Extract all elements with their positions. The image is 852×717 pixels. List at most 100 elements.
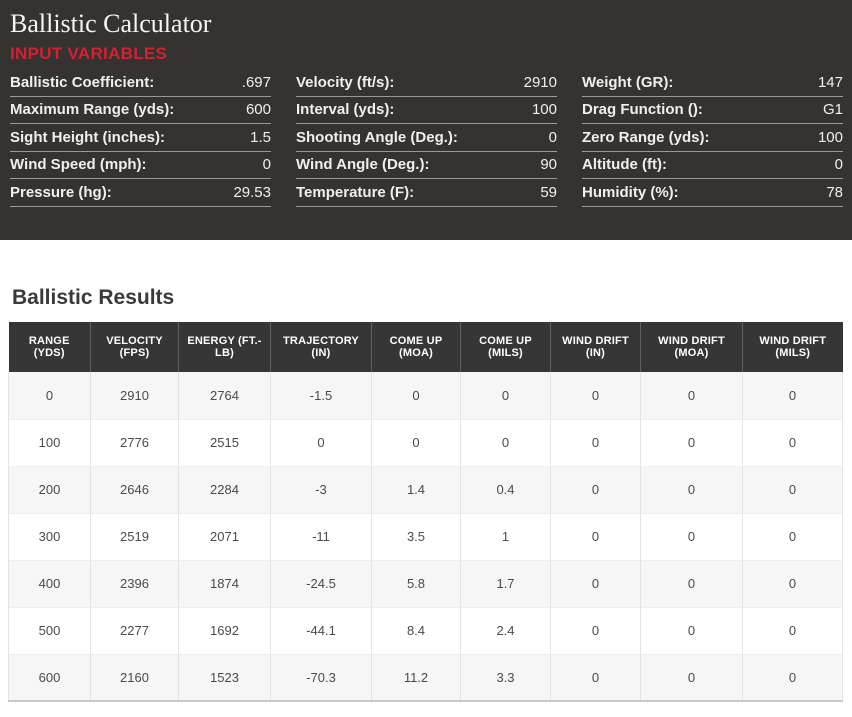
table-cell: 0 (640, 607, 743, 655)
table-cell: 0 (640, 466, 743, 514)
input-row-temperature-f: Temperature (F): 59 (296, 179, 557, 207)
table-cell: -1.5 (270, 372, 372, 420)
table-cell: -44.1 (270, 607, 372, 655)
column-header-wind-drift-moa: WIND DRIFT (MOA) (640, 322, 743, 372)
input-label-interval-yds: Interval (yds): (296, 101, 395, 119)
input-label-ballistic-coefficient: Ballistic Coefficient: (10, 73, 155, 91)
input-label-humidity: Humidity (%): (582, 183, 679, 201)
table-cell: 0 (742, 419, 843, 467)
table-row-range-100: 100 2776 2515 0 0 0 0 0 0 (8, 419, 843, 467)
input-value-wind-angle-deg[interactable]: 90 (540, 156, 557, 174)
table-cell: 1523 (178, 654, 271, 702)
column-header-come-up-mils: COME UP (MILS) (460, 322, 551, 372)
table-cell: 2396 (90, 560, 179, 608)
table-cell: 0 (550, 607, 641, 655)
table-cell: 0 (640, 654, 743, 702)
table-cell: 0 (742, 513, 843, 561)
table-cell: 1 (460, 513, 551, 561)
table-cell: 0 (742, 372, 843, 420)
input-label-drag-function: Drag Function (): (582, 101, 703, 119)
input-row-wind-speed-mph: Wind Speed (mph): 0 (10, 152, 271, 179)
table-cell: 0 (550, 372, 641, 420)
table-cell: 0 (550, 419, 641, 467)
input-label-temperature-f: Temperature (F): (296, 183, 415, 201)
table-cell: 0 (550, 654, 641, 702)
table-cell: 0 (640, 513, 743, 561)
page-title: Ballistic Calculator (10, 9, 212, 38)
ballistic-results-heading: Ballistic Results (12, 286, 175, 309)
table-cell: 2.4 (460, 607, 551, 655)
input-row-altitude-ft: Altitude (ft): 0 (582, 152, 843, 179)
input-label-maximum-range-yds: Maximum Range (yds): (10, 101, 175, 119)
input-value-interval-yds[interactable]: 100 (531, 101, 557, 119)
input-value-weight-gr[interactable]: 147 (817, 73, 843, 91)
input-row-shooting-angle-deg: Shooting Angle (Deg.): 0 (296, 124, 557, 152)
input-row-ballistic-coefficient: Ballistic Coefficient: .697 (10, 69, 271, 97)
input-value-humidity[interactable]: 78 (826, 183, 843, 201)
input-value-temperature-f[interactable]: 59 (540, 183, 557, 201)
table-cell: 2160 (90, 654, 179, 702)
column-header-energy-ft-lb: ENERGY (FT.-LB) (178, 322, 271, 372)
table-cell: 2646 (90, 466, 179, 514)
column-header-range-yds: RANGE (YDS) (8, 322, 91, 372)
input-row-maximum-range-yds: Maximum Range (yds): 600 (10, 97, 271, 124)
input-label-zero-range-yds: Zero Range (yds): (582, 128, 710, 146)
input-value-wind-speed-mph[interactable]: 0 (262, 156, 271, 174)
table-cell: 3.5 (371, 513, 461, 561)
header-row: RANGE (YDS) VELOCITY (FPS) ENERGY (FT.-LB)… (8, 322, 843, 372)
results-table-body: 0 2910 2764 -1.5 0 0 0 0 0 100 2776 2515 0 0 0 0 0 0 200 26… (8, 372, 843, 702)
column-header-wind-drift-in: WIND DRIFT (IN) (550, 322, 641, 372)
table-cell: 0 (640, 560, 743, 608)
input-value-shooting-angle-deg[interactable]: 0 (548, 128, 557, 146)
table-cell: 0.4 (460, 466, 551, 514)
input-label-shooting-angle-deg: Shooting Angle (Deg.): (296, 128, 458, 146)
input-value-altitude-ft[interactable]: 0 (834, 156, 843, 174)
table-cell: 2776 (90, 419, 179, 467)
table-cell: 200 (8, 466, 91, 514)
input-row-humidity: Humidity (%): 78 (582, 179, 843, 207)
table-cell: 0 (742, 654, 843, 702)
table-cell: 8.4 (371, 607, 461, 655)
input-value-pressure-hg[interactable]: 29.53 (233, 183, 271, 201)
table-cell: 0 (640, 419, 743, 467)
table-cell: 0 (371, 372, 461, 420)
table-cell: 0 (550, 513, 641, 561)
table-cell: 1692 (178, 607, 271, 655)
table-row-range-200: 200 2646 2284 -3 1.4 0.4 0 0 0 (8, 466, 843, 514)
input-value-velocity-ft-s[interactable]: 2910 (523, 73, 557, 91)
input-label-sight-height-inches: Sight Height (inches): (10, 128, 165, 146)
table-cell: 5.8 (371, 560, 461, 608)
table-cell: -24.5 (270, 560, 372, 608)
table-cell: 400 (8, 560, 91, 608)
table-cell: 0 (742, 466, 843, 514)
table-cell: -11 (270, 513, 372, 561)
table-cell: -3 (270, 466, 372, 514)
table-cell: 0 (460, 372, 551, 420)
input-row-pressure-hg: Pressure (hg): 29.53 (10, 179, 271, 207)
table-cell: 2910 (90, 372, 179, 420)
table-cell: 100 (8, 419, 91, 467)
input-value-ballistic-coefficient[interactable]: .697 (241, 73, 271, 91)
table-row-range-600: 600 2160 1523 -70.3 11.2 3.3 0 0 0 (8, 654, 843, 702)
input-value-zero-range-yds[interactable]: 100 (817, 128, 843, 146)
table-cell: 2519 (90, 513, 179, 561)
table-cell: 300 (8, 513, 91, 561)
input-value-maximum-range-yds[interactable]: 600 (245, 101, 271, 119)
input-row-zero-range-yds: Zero Range (yds): 100 (582, 124, 843, 152)
input-value-drag-function[interactable]: G1 (822, 101, 843, 119)
input-row-wind-angle-deg: Wind Angle (Deg.): 90 (296, 152, 557, 179)
results-table-head: RANGE (YDS) VELOCITY (FPS) ENERGY (FT.-LB)… (8, 322, 843, 372)
column-header-wind-drift-mils: WIND DRIFT (MILS) (742, 322, 843, 372)
input-value-sight-height-inches[interactable]: 1.5 (250, 128, 271, 146)
column-header-trajectory-in: TRAJECTORY (IN) (270, 322, 372, 372)
table-cell: 3.3 (460, 654, 551, 702)
table-cell: 600 (8, 654, 91, 702)
column-header-velocity-fps: VELOCITY (FPS) (90, 322, 179, 372)
table-cell: 0 (460, 419, 551, 467)
table-cell: 0 (8, 372, 91, 420)
table-cell: 1874 (178, 560, 271, 608)
table-cell: 0 (270, 419, 372, 467)
input-row-velocity-ft-s: Velocity (ft/s): 2910 (296, 69, 557, 97)
input-row-sight-height-inches: Sight Height (inches): 1.5 (10, 124, 271, 152)
input-label-wind-angle-deg: Wind Angle (Deg.): (296, 156, 430, 174)
